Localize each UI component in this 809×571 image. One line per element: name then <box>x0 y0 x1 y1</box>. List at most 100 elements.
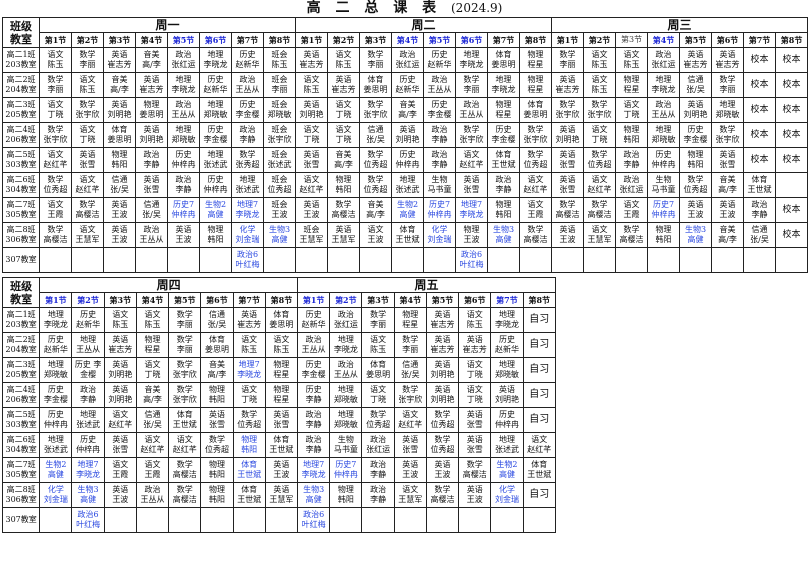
day-header-row: 班级 教室 周四 周五 <box>1 277 556 308</box>
lesson-text: 张/吴 <box>366 135 385 144</box>
lesson-text: 仲梓冉 <box>651 210 676 219</box>
lesson-text: 张宇欣 <box>172 395 197 404</box>
lesson-text: 王世斌 <box>747 185 772 194</box>
lesson-text: 物理 <box>207 225 224 234</box>
lesson-text: 地理 <box>175 75 192 84</box>
lesson-text: 信通 <box>751 225 768 234</box>
lesson-text: 数学 <box>47 175 64 184</box>
period-header: 第8节 <box>775 32 809 48</box>
lesson-text: 物理 <box>208 460 225 469</box>
lesson-text: 地理 <box>80 335 97 344</box>
lesson-text: 韩阳 <box>687 160 704 169</box>
lesson-text: 李晓龙 <box>235 210 260 219</box>
lesson-cell: 英语 崔志芳 <box>425 307 460 333</box>
lesson-cell: 生物3 高健 <box>71 482 105 508</box>
lesson-cell: 语文 丁晓 <box>361 382 395 408</box>
lesson-text: 音美 <box>367 200 384 209</box>
lesson-cell: 语文 丁晓 <box>458 382 492 408</box>
lesson-text: 数学 <box>591 150 608 159</box>
lesson-text: 物理 <box>687 150 704 159</box>
lesson-text: 音美 <box>111 75 128 84</box>
lesson-text: 语文 <box>466 310 483 319</box>
lesson-text: 语文 <box>144 310 161 319</box>
lesson-text: 高/李 <box>142 60 161 69</box>
class-row: 高二8班 306教室 化学 刘金瑞 生物3 高健 英语 王波 政治 王丛从 数学 高樱洁 物理 韩阳 体育王… <box>1 482 557 508</box>
lesson-text: 刘明艳 <box>494 395 519 404</box>
lesson-text: 数学 <box>47 75 64 84</box>
lesson-cell <box>487 247 521 273</box>
lesson-cell: 校本 <box>743 72 777 98</box>
class-room-label: 高二6班 304教室 <box>1 432 41 458</box>
lesson-cell: 数学 高樱洁 <box>168 482 202 508</box>
lesson-cell: 政治 王丛从 <box>297 332 331 358</box>
lesson-text: 王丛从 <box>459 110 484 119</box>
lesson-text: 历史 <box>207 125 224 134</box>
day-header: 周一 <box>38 17 297 33</box>
lesson-text: 李丽 <box>719 85 736 94</box>
lesson-text: 王丛从 <box>235 85 260 94</box>
lesson-text: 英语 <box>111 200 128 209</box>
lesson-text: 数学 <box>367 175 384 184</box>
lesson-text: 物理 <box>402 310 419 319</box>
class-room-text: 203教室 <box>5 320 37 329</box>
lesson-text: 赵新华 <box>395 85 420 94</box>
class-row: 高二3班 205教室 地理 郑晓敏 历史 李金樱 英语 刘明艳 语文 丁晓 数学 张宇欣 音美 高/李地… <box>1 357 557 383</box>
lesson-text: 李金樱 <box>301 370 326 379</box>
lesson-text: 体育 <box>527 100 544 109</box>
lesson-text: 高健 <box>271 235 288 244</box>
lesson-text: 语文 <box>241 385 258 394</box>
lesson-text: 王丛从 <box>171 110 196 119</box>
lesson-text: 体育 <box>751 175 768 184</box>
lesson-cell: 体育 姜思明 <box>487 47 521 73</box>
lesson-text: 仲梓冉 <box>76 445 101 454</box>
lesson-text: 英语 <box>434 310 451 319</box>
lesson-text: 赵红芊 <box>172 445 197 454</box>
lesson-cell: 数学 张宇欣 <box>71 97 104 123</box>
lesson-cell: 英语 王波 <box>551 222 585 248</box>
lesson-cell: 语文 王慧军 <box>71 222 104 248</box>
lesson-text: 数学 <box>176 485 193 494</box>
lesson-cell: 自习 <box>522 332 557 358</box>
lesson-text: 班会 <box>271 125 288 134</box>
lesson-cell: 生物2 高健 <box>490 457 524 483</box>
lesson-text: 张/吴 <box>110 185 129 194</box>
lesson-text: 政治 <box>431 125 448 134</box>
lesson-text: 语文 <box>144 360 161 369</box>
lesson-cell: 物理 程星 <box>264 357 299 383</box>
lesson-text: 英语 <box>112 360 129 369</box>
lesson-text: 英语 <box>687 100 704 109</box>
lesson-cell: 音美 高/李 <box>711 222 745 248</box>
lesson-cell: 音美 高/李 <box>200 357 234 383</box>
period-header: 第4节 <box>393 292 427 308</box>
lesson-cell: 政治6 叶红梅 <box>455 247 489 273</box>
lesson-cell: 政治 李静 <box>423 147 457 173</box>
lesson-text: 高樱洁 <box>172 470 197 479</box>
lesson-text: 语文 <box>176 435 193 444</box>
lesson-cell: 政治 李静 <box>423 122 457 148</box>
lesson-text: 班会 <box>271 100 288 109</box>
class-room-text: 高二2班 <box>6 335 36 344</box>
lesson-cell <box>329 507 363 533</box>
lesson-text: 陈玉 <box>273 345 290 354</box>
lesson-text: 刘金瑞 <box>494 495 519 504</box>
lesson-text: 数学 <box>527 125 544 134</box>
lesson-text: 体育 <box>208 335 225 344</box>
lesson-cell: 历史 赵新华 <box>231 47 264 73</box>
lesson-text: 语文 <box>402 485 419 494</box>
lesson-text: 英语 <box>143 75 160 84</box>
lesson-text: 姜思明 <box>523 110 548 119</box>
lesson-text: 张宇欣 <box>715 135 740 144</box>
lesson-text: 英语 <box>402 435 419 444</box>
lesson-cell: 音美 高/李 <box>391 97 425 123</box>
lesson-cell: 化学 刘金瑞 <box>231 222 264 248</box>
lesson-cell: 地理 李晓龙 <box>647 72 681 98</box>
lesson-cell: 数学 张宇欣 <box>583 97 617 123</box>
lesson-cell: 数学 李丽 <box>168 307 202 333</box>
lesson-cell: 英语 王慧军 <box>327 222 361 248</box>
lesson-cell: 数学 李丽 <box>71 47 104 73</box>
lesson-cell <box>423 247 457 273</box>
lesson-text: 政治 <box>305 435 322 444</box>
lesson-text: 英语 <box>79 150 96 159</box>
lesson-text: 历史 <box>305 385 322 394</box>
class-room-text: 307教室 <box>5 255 37 264</box>
